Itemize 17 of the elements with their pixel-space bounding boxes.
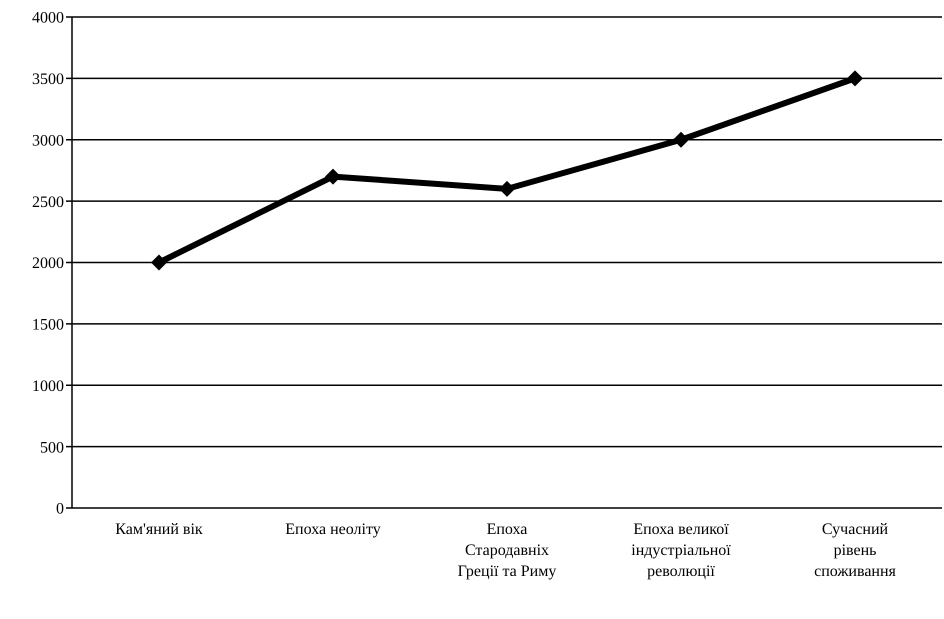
y-tick-label: 3500 (32, 71, 64, 88)
y-tick-label: 0 (56, 500, 64, 518)
x-tick-label: Кам'яний вік (115, 521, 203, 538)
point (673, 132, 689, 148)
y-tick-label: 3000 (32, 132, 64, 150)
y-tick-label: 4000 (32, 10, 64, 27)
x-tick-label: Епоха неоліту (285, 521, 381, 538)
y-tick-label: 1000 (32, 378, 64, 395)
x-tick-label: Епоха великої індустріальної революції (631, 521, 732, 580)
x-tick-label: Сучасний рівень споживання (814, 521, 897, 580)
y-tick-label: 1500 (32, 316, 64, 334)
y-tick-label: 2000 (32, 255, 64, 272)
y-tick-label: 500 (40, 439, 64, 456)
y-tick-label: 2500 (32, 194, 64, 211)
x-tick-label: Епоха Стародавніх Греції та Риму (458, 521, 556, 580)
point (847, 70, 863, 86)
point (151, 254, 167, 270)
